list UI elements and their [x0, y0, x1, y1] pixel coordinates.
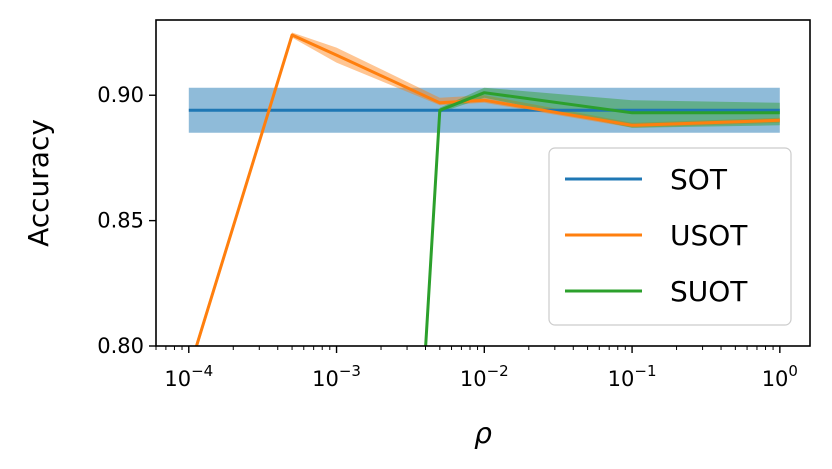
- x-axis-ticks: 10−4 10−3 10−2 10−1 100: [155, 346, 798, 391]
- y-tick-label: 0.90: [97, 83, 144, 107]
- legend: SOT USOT SUOT: [548, 147, 792, 326]
- y-axis-label: Accuracy: [22, 119, 55, 247]
- series-lines: [188, 33, 780, 346]
- plot-frame: [155, 19, 811, 347]
- y-tick-label: 0.80: [97, 334, 144, 358]
- x-tick-label: 10−3: [312, 362, 361, 391]
- x-tick-label: 10−1: [608, 362, 657, 391]
- legend-label-sot: SOT: [670, 163, 728, 196]
- x-tick-label: 10−4: [164, 362, 213, 391]
- legend-label-usot: USOT: [670, 219, 748, 252]
- y-axis-ticks: 0.80 0.85 0.90: [97, 83, 156, 358]
- x-axis-label: ρ: [474, 417, 492, 450]
- legend-box: [548, 147, 792, 326]
- usot-line: [194, 33, 780, 346]
- y-tick-label: 0.85: [97, 209, 144, 233]
- x-tick-label: 10−2: [460, 362, 509, 391]
- suot-line: [424, 91, 780, 346]
- x-tick-label: 100: [762, 362, 798, 391]
- legend-label-suot: SUOT: [670, 275, 748, 308]
